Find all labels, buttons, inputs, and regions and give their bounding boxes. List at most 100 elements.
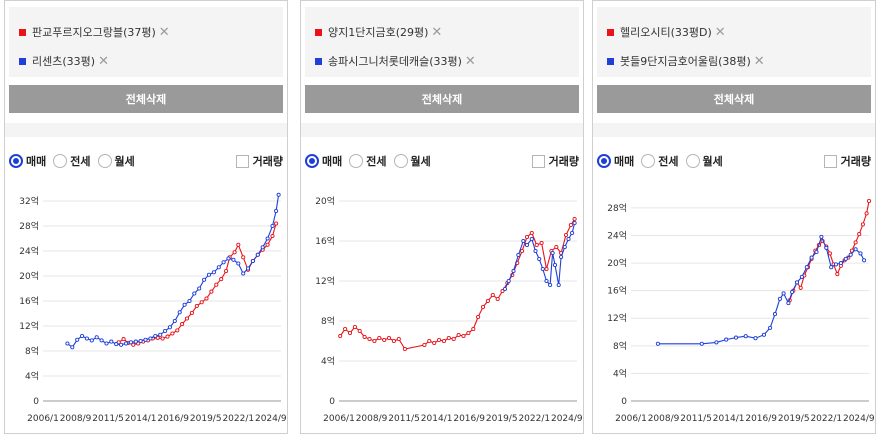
data-point[interactable] <box>250 258 255 264</box>
data-point[interactable] <box>131 342 136 347</box>
radio-sale[interactable]: 매매 <box>305 153 342 169</box>
data-point[interactable] <box>192 291 197 296</box>
data-point[interactable] <box>838 261 843 266</box>
radio-monthly[interactable]: 월세 <box>393 153 431 169</box>
data-point[interactable] <box>187 298 192 304</box>
data-point[interactable] <box>506 278 511 284</box>
data-point[interactable] <box>502 286 508 292</box>
data-point[interactable] <box>480 304 486 310</box>
data-point[interactable] <box>172 318 177 324</box>
data-point[interactable] <box>495 296 500 302</box>
data-point[interactable] <box>372 338 377 344</box>
data-point[interactable] <box>211 270 216 275</box>
data-point[interactable] <box>184 316 190 321</box>
data-point[interactable] <box>772 312 778 317</box>
data-point[interactable] <box>753 336 758 341</box>
data-point[interactable] <box>768 325 773 330</box>
data-point[interactable] <box>94 335 99 340</box>
data-point[interactable] <box>160 336 165 341</box>
data-point[interactable] <box>556 282 561 288</box>
data-point[interactable] <box>391 338 396 344</box>
data-point[interactable] <box>175 328 180 333</box>
data-point[interactable] <box>274 208 279 214</box>
data-point[interactable] <box>158 332 163 337</box>
data-point[interactable] <box>864 211 869 216</box>
data-point[interactable] <box>352 324 357 330</box>
data-point[interactable] <box>170 331 175 336</box>
data-point[interactable] <box>123 341 129 346</box>
data-point[interactable] <box>511 268 516 274</box>
data-point[interactable] <box>216 265 221 270</box>
clear-all-button[interactable]: 전체삭제 <box>9 85 283 113</box>
data-point[interactable] <box>231 257 236 262</box>
data-point[interactable] <box>562 244 567 250</box>
volume-checkbox[interactable]: 거래량 <box>531 153 579 169</box>
data-point[interactable] <box>554 244 559 250</box>
data-point[interactable] <box>857 232 862 237</box>
data-point[interactable] <box>357 328 362 334</box>
data-point[interactable] <box>241 255 246 260</box>
data-point[interactable] <box>177 310 182 315</box>
data-point[interactable] <box>214 282 219 287</box>
data-point[interactable] <box>148 336 153 341</box>
remove-icon[interactable]: ✕ <box>98 53 109 69</box>
data-point[interactable] <box>382 337 387 343</box>
data-point[interactable] <box>241 271 246 276</box>
data-point[interactable] <box>245 266 251 271</box>
data-point[interactable] <box>550 250 555 256</box>
data-point[interactable] <box>853 247 858 252</box>
data-point[interactable] <box>699 341 704 346</box>
data-point[interactable] <box>446 335 451 341</box>
data-point[interactable] <box>544 278 549 284</box>
data-point[interactable] <box>194 303 199 309</box>
data-point[interactable] <box>343 326 348 332</box>
data-point[interactable] <box>714 340 719 345</box>
data-point[interactable] <box>524 242 530 248</box>
data-point[interactable] <box>858 251 863 256</box>
data-point[interactable] <box>534 242 539 248</box>
data-point[interactable] <box>516 252 521 258</box>
data-point[interactable] <box>548 282 553 288</box>
data-point[interactable] <box>824 245 829 250</box>
data-point[interactable] <box>165 334 170 339</box>
data-point[interactable] <box>441 338 447 344</box>
data-point[interactable] <box>537 256 542 262</box>
data-point[interactable] <box>75 337 80 342</box>
data-point[interactable] <box>274 221 279 226</box>
data-point[interactable] <box>153 333 158 339</box>
data-point[interactable] <box>451 336 456 342</box>
data-point[interactable] <box>848 252 853 257</box>
data-point[interactable] <box>724 337 729 342</box>
data-point[interactable] <box>386 335 392 341</box>
data-point[interactable] <box>197 286 202 291</box>
data-point[interactable] <box>276 192 281 197</box>
data-point[interactable] <box>520 248 525 254</box>
data-point[interactable] <box>265 242 270 247</box>
radio-jeonse[interactable]: 전세 <box>349 153 387 169</box>
data-point[interactable] <box>377 335 382 341</box>
data-point[interactable] <box>829 265 834 270</box>
data-point[interactable] <box>427 338 432 344</box>
data-point[interactable] <box>265 236 270 241</box>
data-point[interactable] <box>270 223 275 229</box>
data-point[interactable] <box>827 251 832 256</box>
data-point[interactable] <box>396 336 401 342</box>
radio-jeonse[interactable]: 전세 <box>641 153 679 169</box>
data-point[interactable] <box>114 342 119 347</box>
radio-monthly[interactable]: 월세 <box>685 153 723 169</box>
data-point[interactable] <box>860 222 865 227</box>
data-point[interactable] <box>521 238 526 244</box>
data-point[interactable] <box>204 296 209 301</box>
data-point[interactable] <box>786 301 791 306</box>
volume-checkbox[interactable]: 거래량 <box>235 153 283 169</box>
data-point[interactable] <box>84 336 89 341</box>
remove-icon[interactable]: ✕ <box>431 24 443 40</box>
radio-sale[interactable]: 매매 <box>597 153 634 169</box>
data-point[interactable] <box>733 335 739 340</box>
data-point[interactable] <box>777 296 782 301</box>
data-point[interactable] <box>743 334 748 339</box>
data-point[interactable] <box>109 339 114 344</box>
remove-icon[interactable]: ✕ <box>753 53 765 69</box>
data-point[interactable] <box>466 330 471 336</box>
data-point[interactable] <box>799 274 804 279</box>
